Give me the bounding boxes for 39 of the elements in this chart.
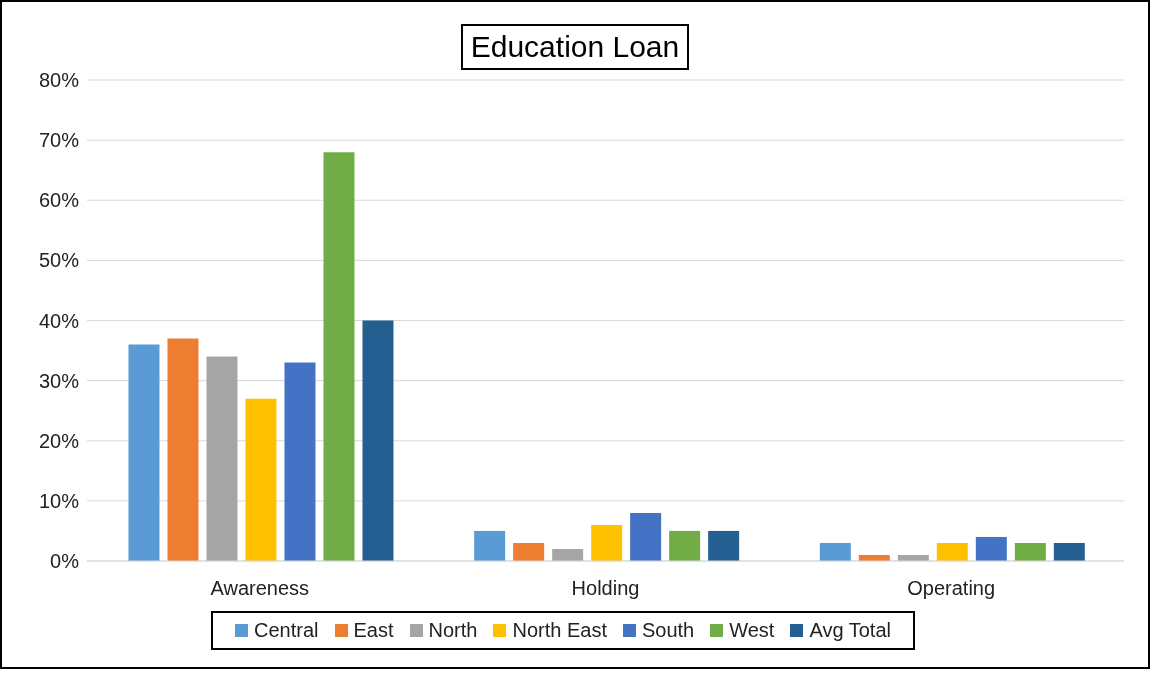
- bar: [362, 320, 394, 561]
- bar: [669, 530, 701, 561]
- y-tick-label: 80%: [38, 69, 80, 92]
- legend-label: West: [729, 619, 775, 642]
- x-tick-label: Holding: [571, 577, 640, 600]
- bar: [323, 152, 355, 561]
- bar: [128, 344, 160, 561]
- bar: [1053, 542, 1085, 561]
- bar: [708, 530, 740, 561]
- x-tick-label: Awareness: [210, 577, 310, 600]
- bar: [1014, 542, 1046, 561]
- y-tick-label: 70%: [38, 129, 80, 152]
- legend-label: East: [353, 619, 394, 642]
- bar: [284, 362, 316, 561]
- bar: [936, 542, 968, 561]
- bar: [474, 530, 506, 561]
- bar: [167, 338, 199, 561]
- bar: [552, 548, 584, 561]
- legend-label: North East: [512, 619, 607, 642]
- y-tick-label: 40%: [38, 309, 80, 332]
- y-tick-label: 0%: [50, 550, 80, 573]
- bar: [591, 524, 623, 561]
- legend-label: Avg Total: [809, 619, 891, 642]
- y-tick-label: 60%: [38, 189, 80, 212]
- bar: [630, 512, 662, 561]
- x-tick-label: Operating: [907, 577, 996, 600]
- bar: [819, 542, 851, 561]
- bar: [975, 536, 1007, 561]
- y-tick-label: 50%: [38, 249, 80, 272]
- y-tick-label: 20%: [38, 429, 80, 452]
- legend-label: South: [641, 619, 695, 642]
- legend-label: North: [428, 619, 478, 642]
- legend-label: Central: [254, 619, 319, 642]
- y-tick-label: 10%: [38, 489, 80, 512]
- bar: [245, 398, 277, 561]
- y-tick-label: 30%: [38, 369, 80, 392]
- bar: [513, 542, 545, 561]
- chart-title: Education Loan: [460, 24, 690, 70]
- bar: [206, 356, 238, 561]
